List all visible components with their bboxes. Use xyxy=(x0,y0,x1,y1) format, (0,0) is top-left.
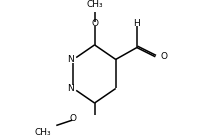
Text: CH₃: CH₃ xyxy=(34,128,51,137)
Text: O: O xyxy=(70,114,76,123)
Text: N: N xyxy=(67,55,73,64)
Text: O: O xyxy=(160,52,167,61)
Text: H: H xyxy=(133,19,140,28)
Text: N: N xyxy=(67,84,73,93)
Text: O: O xyxy=(91,19,98,28)
Text: CH₃: CH₃ xyxy=(86,0,102,9)
